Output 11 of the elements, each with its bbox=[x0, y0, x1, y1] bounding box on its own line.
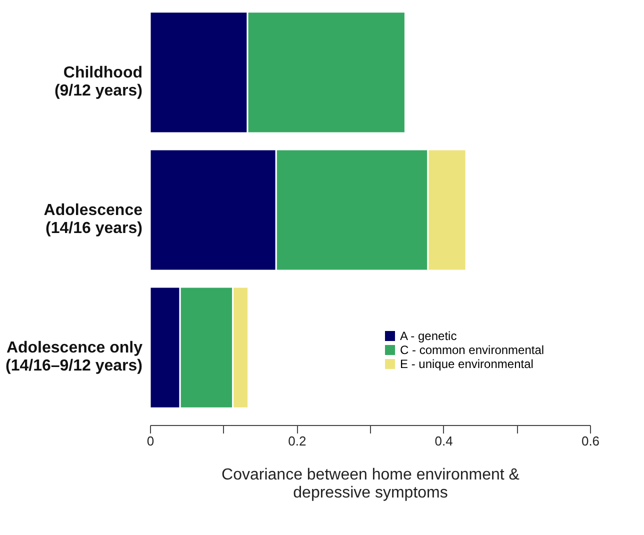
x-tick-label: 0.2 bbox=[288, 434, 306, 448]
legend-label: A - genetic bbox=[400, 329, 457, 343]
y-tick-label: Adolescence only (14/16–9/12 years) bbox=[6, 340, 143, 375]
legend-label: C - common environmental bbox=[400, 343, 544, 357]
x-tick-label: 0.6 bbox=[581, 434, 600, 448]
x-tick-label: 0.4 bbox=[434, 434, 453, 448]
legend-label: E - unique environmental bbox=[400, 357, 534, 371]
y-tick-label: Adolescence (14/16 years) bbox=[44, 202, 143, 237]
y-tick-label: Childhood (9/12 years) bbox=[54, 64, 142, 100]
x-tick-label: 0 bbox=[146, 434, 154, 448]
x-axis-title: Covariance between home environment & depressive symptoms bbox=[222, 466, 520, 502]
